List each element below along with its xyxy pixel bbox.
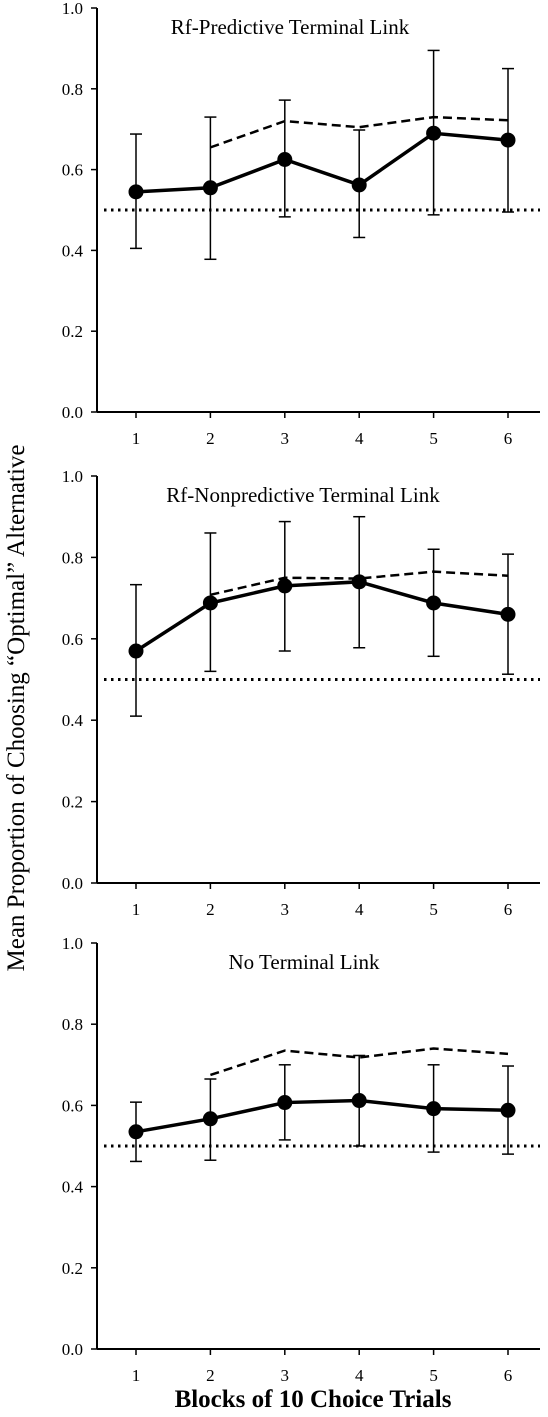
- data-point: [128, 643, 144, 659]
- data-point: [426, 125, 442, 141]
- y-axis-label: Mean Proportion of Choosing “Optimal” Al…: [3, 445, 30, 972]
- x-tick-label: 6: [504, 900, 513, 919]
- data-point: [277, 578, 293, 594]
- y-tick-label: 0.6: [62, 161, 83, 180]
- data-point: [500, 132, 516, 148]
- solid-series-line: [135, 580, 509, 653]
- y-tick-label: 1.0: [62, 934, 83, 953]
- x-tick-label: 3: [281, 900, 290, 919]
- chart-panel-3: No Terminal Link 0.0 0.2 0.4 0.6 0.8 1.0 1 2 3 4 5 6: [62, 934, 540, 1385]
- y-tick-label: 1.0: [62, 467, 83, 486]
- chart-panel-1: Rf-Predictive Terminal Link 0.0 0.2 0.4 0.6 0…: [62, 0, 540, 448]
- x-tick-label: 6: [504, 429, 513, 448]
- y-tick-label: 0.2: [62, 322, 83, 341]
- y-tick-label: 0.8: [62, 1015, 83, 1034]
- x-tick-label: 1: [132, 900, 141, 919]
- solid-series-line: [135, 1098, 509, 1134]
- y-tick-label: 0.2: [62, 1259, 83, 1278]
- y-tick-label: 1.0: [62, 0, 83, 18]
- data-point: [351, 574, 367, 590]
- y-tick-label: 0.2: [62, 793, 83, 812]
- x-tick-label: 5: [429, 429, 438, 448]
- data-point: [500, 1102, 516, 1118]
- data-point: [351, 1093, 367, 1109]
- x-tick-label: 5: [429, 1366, 438, 1385]
- x-tick-label: 4: [355, 1366, 364, 1385]
- x-tick-label: 4: [355, 900, 364, 919]
- x-tick-label: 1: [132, 429, 141, 448]
- data-point: [426, 595, 442, 611]
- x-tick-label: 3: [281, 429, 290, 448]
- data-point: [202, 180, 218, 196]
- y-tick-label: 0.0: [62, 403, 83, 422]
- panel-title: Rf-Predictive Terminal Link: [171, 15, 410, 39]
- y-tick-label: 0.0: [62, 874, 83, 893]
- x-tick-label: 2: [206, 900, 215, 919]
- data-point: [426, 1101, 442, 1117]
- data-point: [202, 595, 218, 611]
- y-tick-label: 0.6: [62, 630, 83, 649]
- data-point: [128, 1124, 144, 1140]
- x-tick-label: 5: [429, 900, 438, 919]
- y-tick-label: 0.4: [62, 241, 84, 260]
- y-tick-label: 0.8: [62, 80, 83, 99]
- x-tick-label: 2: [206, 429, 215, 448]
- x-tick-label: 1: [132, 1366, 141, 1385]
- dashed-series-line: [210, 570, 509, 597]
- x-tick-label: 4: [355, 429, 364, 448]
- data-point: [202, 1111, 218, 1127]
- data-point: [277, 152, 293, 167]
- y-tick-label: 0.6: [62, 1096, 83, 1115]
- dashed-series-line: [209, 115, 509, 149]
- data-point: [128, 184, 144, 200]
- chart-panel-2: Rf-Nonpredictive Terminal Link 0.0 0.2 0.4 0…: [62, 467, 540, 919]
- data-point: [277, 1095, 293, 1111]
- y-tick-label: 0.4: [62, 1178, 84, 1197]
- x-axis-label: Blocks of 10 Choice Trials: [175, 1386, 452, 1413]
- panel-title: No Terminal Link: [229, 950, 380, 974]
- y-tick-label: 0.4: [62, 711, 84, 730]
- y-tick-label: 0.0: [62, 1340, 83, 1359]
- data-point: [500, 606, 516, 622]
- x-tick-label: 2: [206, 1366, 215, 1385]
- panel-title: Rf-Nonpredictive Terminal Link: [166, 483, 440, 507]
- dashed-series-line: [210, 1047, 509, 1077]
- y-tick-label: 0.8: [62, 548, 83, 567]
- solid-series-line: [135, 131, 509, 194]
- data-point: [351, 177, 367, 193]
- x-tick-label: 6: [504, 1366, 513, 1385]
- x-tick-label: 3: [281, 1366, 290, 1385]
